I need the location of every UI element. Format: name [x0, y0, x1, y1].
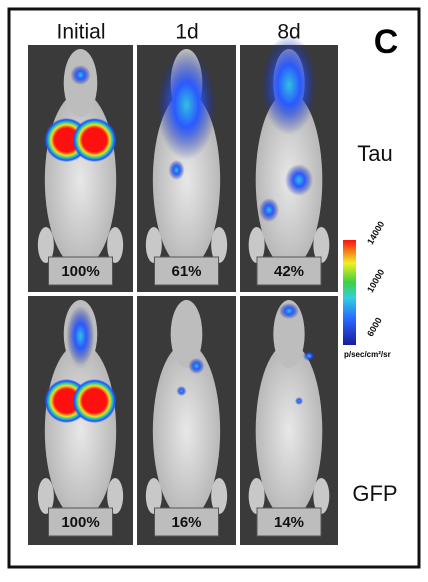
column-header: 1d [175, 21, 198, 44]
mouse-body [255, 343, 323, 519]
percent-box [256, 256, 322, 286]
mouse-leg [145, 227, 162, 263]
mouse-leg [211, 478, 228, 514]
mouse-body [152, 343, 221, 519]
mouse-leg [248, 227, 265, 263]
image-panel: 100% [28, 45, 133, 292]
mouse-leg [313, 478, 330, 514]
signal [261, 35, 317, 135]
percent-label: 42% [274, 263, 304, 280]
percent-label: 61% [171, 263, 201, 280]
signal [188, 358, 205, 374]
percent-box [256, 507, 322, 537]
mouse-leg [211, 227, 228, 263]
percent-box [154, 507, 219, 537]
signal [279, 303, 299, 319]
signal [259, 198, 279, 222]
signal [303, 351, 315, 361]
image-panel: 14% [240, 296, 338, 545]
signal [168, 160, 185, 180]
mouse-leg [37, 478, 54, 514]
column-header: Initial [56, 21, 105, 44]
column-header: 8d [277, 21, 300, 44]
mouse-leg [248, 478, 265, 514]
percent-label: 14% [274, 514, 304, 531]
signal [156, 50, 217, 160]
signal [70, 65, 91, 85]
signal [66, 306, 95, 366]
percent-label: 100% [61, 263, 99, 280]
colorbar [343, 240, 356, 345]
mouse-head [170, 300, 203, 368]
mouse-leg [313, 227, 330, 263]
percent-box [154, 256, 219, 286]
mouse-leg [145, 478, 162, 514]
signal [72, 379, 117, 423]
image-panel: 16% [137, 296, 236, 545]
mouse-head [273, 300, 305, 368]
signal [285, 164, 313, 196]
image-panel: 100% [28, 296, 133, 545]
percent-box [48, 507, 113, 537]
percent-label: 16% [171, 514, 201, 531]
percent-label: 100% [61, 514, 99, 531]
row-label: GFP [352, 481, 397, 506]
signal [72, 118, 117, 162]
image-panel: 42% [240, 35, 338, 292]
row-label: Tau [357, 141, 392, 166]
signal [295, 397, 303, 405]
mouse-leg [107, 478, 124, 514]
mouse-leg [107, 227, 124, 263]
mouse-leg [37, 227, 54, 263]
mouse-body [44, 92, 117, 268]
panel-label: C [374, 23, 399, 61]
signal [176, 386, 187, 396]
mouse-body [44, 343, 117, 519]
percent-box [48, 256, 113, 286]
colorbar-unit: p/sec/cm²/sr [344, 350, 391, 359]
image-panel: 61% [137, 45, 236, 292]
